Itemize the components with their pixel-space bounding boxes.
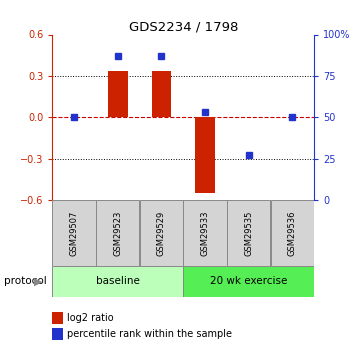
FancyBboxPatch shape bbox=[96, 200, 139, 266]
Text: ▶: ▶ bbox=[34, 276, 42, 286]
Text: 20 wk exercise: 20 wk exercise bbox=[210, 276, 287, 286]
FancyBboxPatch shape bbox=[183, 200, 227, 266]
Text: protocol: protocol bbox=[4, 276, 46, 286]
FancyBboxPatch shape bbox=[140, 200, 183, 266]
Text: log2 ratio: log2 ratio bbox=[67, 313, 113, 323]
FancyBboxPatch shape bbox=[183, 266, 314, 297]
Title: GDS2234 / 1798: GDS2234 / 1798 bbox=[129, 20, 238, 33]
Text: GSM29535: GSM29535 bbox=[244, 210, 253, 256]
FancyBboxPatch shape bbox=[270, 200, 314, 266]
FancyBboxPatch shape bbox=[52, 200, 96, 266]
FancyBboxPatch shape bbox=[52, 266, 183, 297]
Text: GSM29536: GSM29536 bbox=[288, 210, 297, 256]
Bar bbox=[152, 71, 171, 117]
Bar bbox=[195, 117, 215, 193]
Text: percentile rank within the sample: percentile rank within the sample bbox=[67, 329, 232, 339]
FancyBboxPatch shape bbox=[227, 200, 270, 266]
Text: GSM29533: GSM29533 bbox=[200, 210, 209, 256]
Text: GSM29507: GSM29507 bbox=[70, 210, 79, 256]
Text: GSM29523: GSM29523 bbox=[113, 210, 122, 256]
Text: baseline: baseline bbox=[96, 276, 140, 286]
Bar bbox=[108, 71, 127, 117]
Text: GSM29529: GSM29529 bbox=[157, 210, 166, 256]
